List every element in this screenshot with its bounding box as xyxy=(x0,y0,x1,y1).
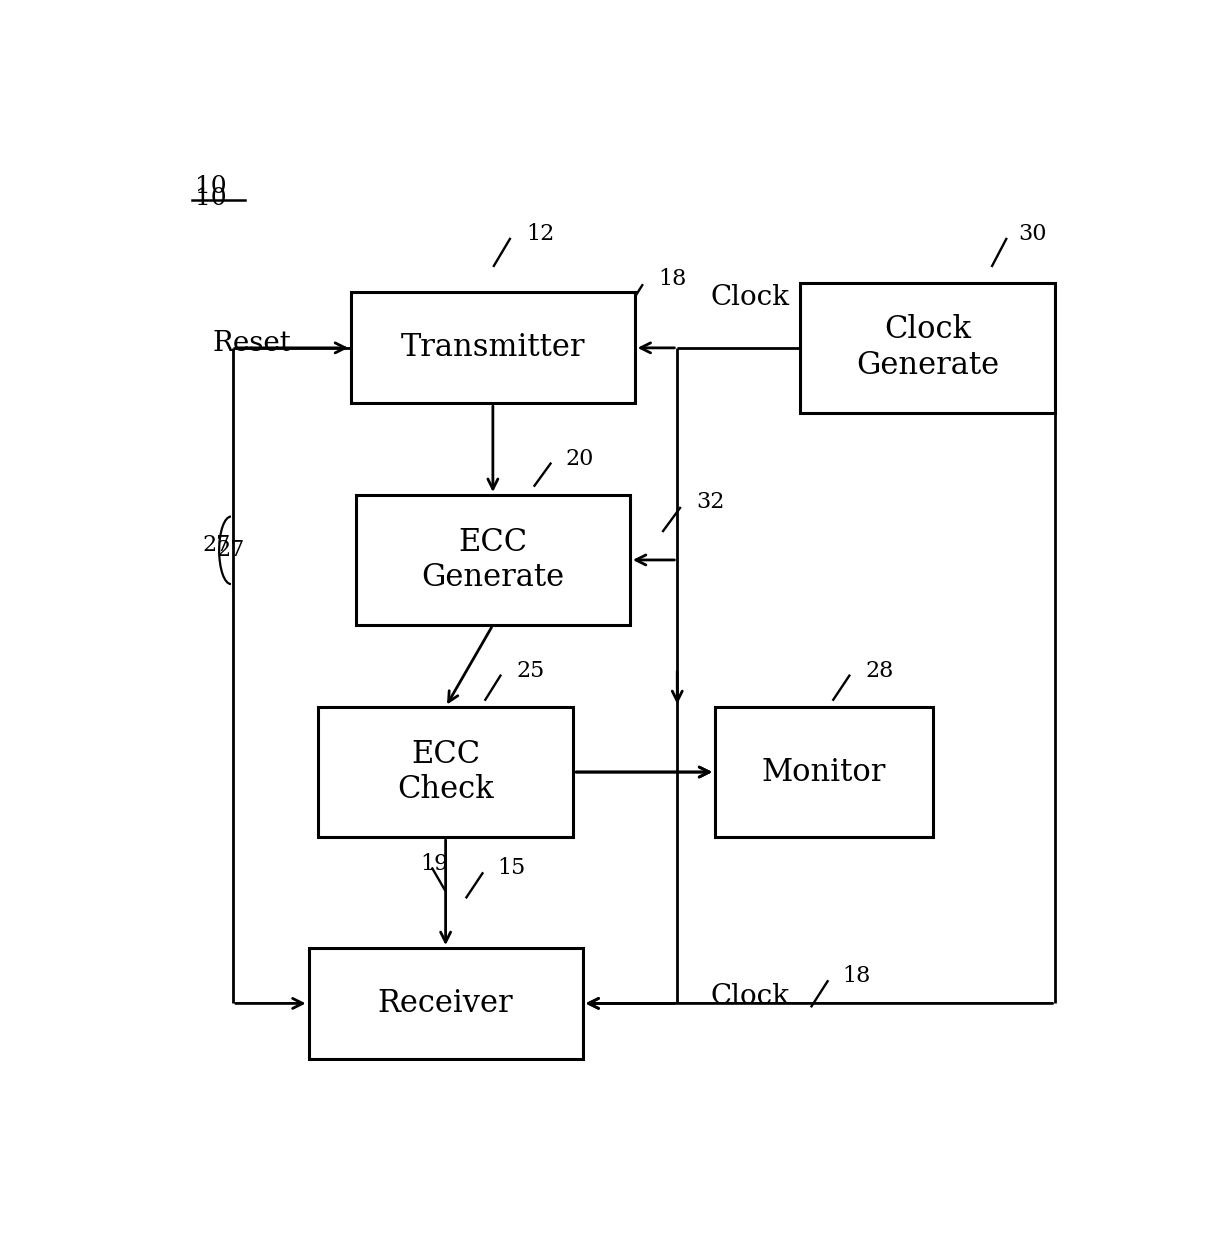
Text: 32: 32 xyxy=(697,491,725,513)
Text: Clock: Clock xyxy=(710,284,789,312)
Bar xyxy=(318,707,573,838)
Text: 28: 28 xyxy=(865,660,894,682)
Text: 19: 19 xyxy=(420,853,448,875)
Text: 18: 18 xyxy=(843,965,871,988)
Text: Monitor: Monitor xyxy=(761,756,886,788)
Text: 20: 20 xyxy=(566,448,594,470)
Text: 15: 15 xyxy=(498,858,526,879)
Text: ECC
Generate: ECC Generate xyxy=(421,527,565,593)
Text: 12: 12 xyxy=(526,223,554,245)
Text: 18: 18 xyxy=(659,268,687,290)
Text: 10: 10 xyxy=(195,187,227,210)
Text: 30: 30 xyxy=(1019,223,1047,245)
Text: Receiver: Receiver xyxy=(378,988,514,1019)
Text: 10: 10 xyxy=(195,175,227,198)
Bar xyxy=(715,707,932,838)
Text: ECC
Check: ECC Check xyxy=(398,739,494,805)
Text: 25: 25 xyxy=(516,660,545,682)
Text: Transmitter: Transmitter xyxy=(400,332,586,363)
Text: 27: 27 xyxy=(217,540,245,561)
Text: Clock: Clock xyxy=(710,983,789,1010)
Text: Clock
Generate: Clock Generate xyxy=(856,314,999,382)
Bar xyxy=(351,293,634,403)
Bar xyxy=(356,495,630,625)
Text: 27: 27 xyxy=(203,535,231,556)
Text: Reset: Reset xyxy=(212,329,290,357)
Bar xyxy=(800,283,1055,413)
Bar xyxy=(309,948,583,1059)
